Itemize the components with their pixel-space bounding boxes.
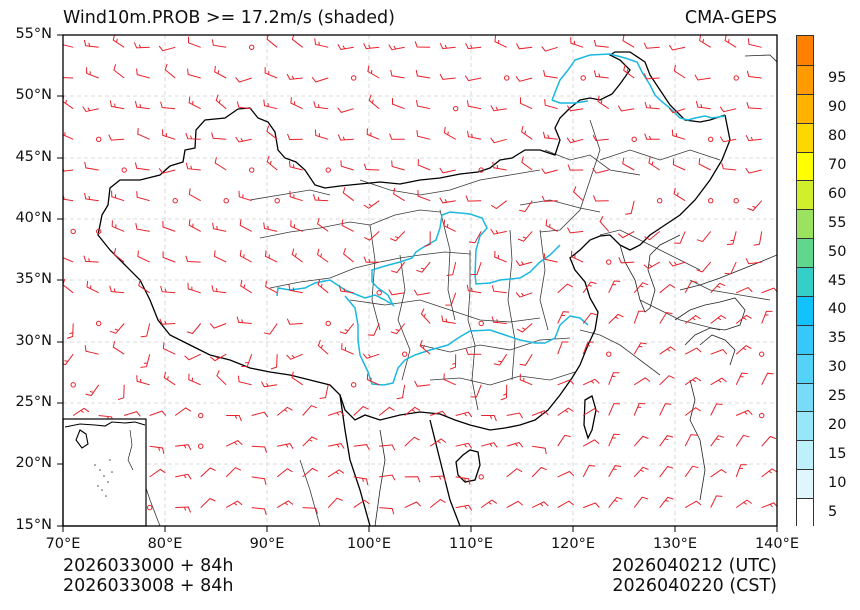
axis-ticks xyxy=(57,34,778,532)
colorbar-segment xyxy=(797,151,813,181)
lat-label-30: 30°N xyxy=(15,333,52,349)
init-time-block: 2026033000 + 84h 2026033008 + 84h xyxy=(63,556,234,596)
colorbar-segment xyxy=(797,122,813,152)
south-china-sea-inset xyxy=(62,418,147,527)
colorbar-segment xyxy=(797,295,813,325)
probability-colorbar xyxy=(796,35,814,527)
valid-time-block: 2026040212 (UTC) 2026040220 (CST) xyxy=(612,556,777,596)
colorbar-segment xyxy=(797,469,813,499)
lat-label-15: 15°N xyxy=(15,517,52,533)
lon-label-130: 130°E xyxy=(652,536,698,552)
colorbar-tick-label: 10 xyxy=(828,474,847,491)
lon-label-140: 140°E xyxy=(754,536,800,552)
colorbar-tick-label: 70 xyxy=(828,156,847,173)
model-source-label: CMA-GEPS xyxy=(684,8,777,28)
colorbar-tick-label: 60 xyxy=(828,185,847,202)
colorbar-tick-label: 95 xyxy=(828,70,847,87)
lon-label-80: 80°E xyxy=(147,536,183,552)
valid-time-utc: 2026040212 (UTC) xyxy=(611,556,777,576)
colorbar-segment xyxy=(797,324,813,354)
colorbar-segment xyxy=(797,209,813,239)
colorbar-segment xyxy=(797,238,813,268)
colorbar-segment xyxy=(797,180,813,210)
colorbar-segment xyxy=(797,93,813,123)
colorbar-segment xyxy=(797,440,813,470)
colorbar-tick-label: 35 xyxy=(828,330,847,347)
colorbar-segment xyxy=(797,498,813,527)
lon-label-70: 70°E xyxy=(45,536,81,552)
colorbar-tick-label: 5 xyxy=(828,503,838,520)
lon-label-110: 110°E xyxy=(448,536,494,552)
lon-label-100: 100°E xyxy=(346,536,392,552)
colorbar-segment xyxy=(797,64,813,94)
colorbar-tick-label: 50 xyxy=(828,243,847,260)
init-time-cst: 2026033008 + 84h xyxy=(63,576,234,596)
colorbar-tick-label: 45 xyxy=(828,272,847,289)
lat-label-50: 50°N xyxy=(15,87,52,103)
colorbar-segment xyxy=(797,267,813,296)
colorbar-segment xyxy=(797,411,813,441)
province-borders xyxy=(99,119,771,526)
lat-label-40: 40°N xyxy=(15,210,52,226)
lat-label-35: 35°N xyxy=(15,271,52,287)
coastlines xyxy=(374,54,777,526)
colorbar-segment xyxy=(797,36,813,65)
lon-label-90: 90°E xyxy=(249,536,285,552)
lat-label-20: 20°N xyxy=(15,455,52,471)
colorbar-tick-label: 55 xyxy=(828,214,847,231)
wind-barbs xyxy=(63,35,777,516)
colorbar-segment xyxy=(797,353,813,383)
colorbar-segment xyxy=(797,382,813,412)
lat-label-55: 55°N xyxy=(15,26,52,42)
colorbar-tick-label: 20 xyxy=(828,416,847,433)
colorbar-tick-label: 25 xyxy=(828,388,847,405)
chart-title: Wind10m.PROB >= 17.2m/s (shaded) xyxy=(63,8,395,28)
colorbar-tick-label: 80 xyxy=(828,128,847,145)
rivers xyxy=(276,53,726,386)
init-time-utc: 2026033000 + 84h xyxy=(63,556,234,576)
lat-label-45: 45°N xyxy=(15,149,52,165)
colorbar-tick-label: 90 xyxy=(828,99,847,116)
colorbar-tick-label: 30 xyxy=(828,359,847,376)
gridlines xyxy=(63,35,777,526)
valid-time-cst: 2026040220 (CST) xyxy=(612,576,777,596)
national-borders xyxy=(63,51,731,526)
lon-label-120: 120°E xyxy=(550,536,596,552)
lat-label-25: 25°N xyxy=(15,394,52,410)
colorbar-tick-label: 40 xyxy=(828,301,847,318)
colorbar-tick-label: 15 xyxy=(828,445,847,462)
